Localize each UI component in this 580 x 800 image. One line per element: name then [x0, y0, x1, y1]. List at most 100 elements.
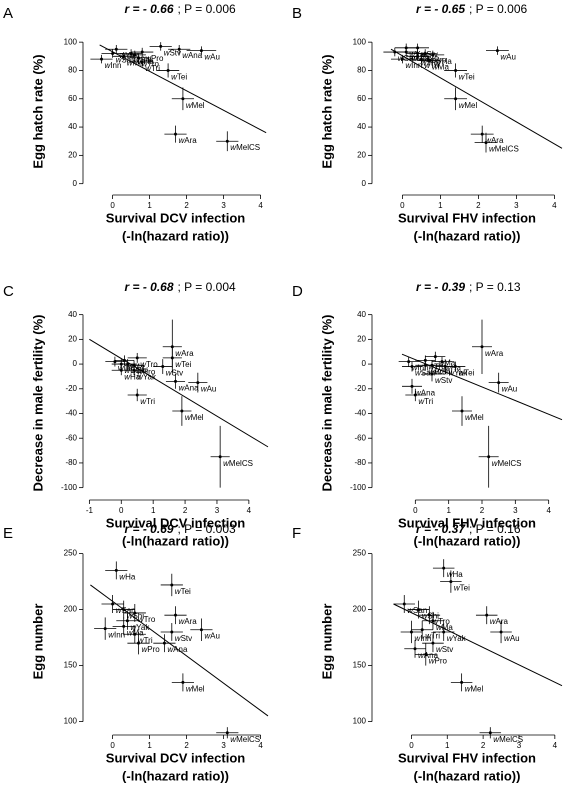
panel-title-p: ; P = 0.004 [178, 280, 236, 294]
point-label: wInn [105, 61, 122, 70]
point [135, 356, 139, 360]
point [129, 51, 133, 55]
point [409, 630, 413, 634]
point-label: wMelCS [230, 735, 260, 744]
y-tick-label: -20 [354, 384, 366, 393]
y-tick-label: 0 [73, 179, 78, 188]
point [417, 608, 421, 612]
point-label: wPro [137, 367, 156, 376]
x-axis-label: Survival DCV infection [106, 750, 245, 765]
point [100, 57, 103, 61]
fit-line [393, 603, 563, 687]
point [170, 583, 174, 587]
point [133, 53, 137, 57]
point-label: wAu [204, 632, 220, 641]
y-tick-label: -60 [65, 433, 77, 442]
fit-line [89, 338, 269, 448]
point-label: wShi [127, 612, 145, 621]
x-tick-label: 4 [247, 506, 252, 515]
point-label: wAra [175, 349, 194, 358]
point [454, 97, 458, 101]
panel-title-p: ; P = 0.006 [178, 2, 236, 16]
x-tick-label: -1 [86, 506, 94, 515]
point [122, 54, 126, 58]
point-label: wStv [164, 49, 181, 58]
point [161, 365, 165, 369]
y-tick-label: -20 [65, 384, 77, 393]
x-tick-label: 1 [446, 506, 451, 515]
x-axis-label: Survival FHV infection [398, 515, 536, 530]
point [413, 647, 417, 651]
x-axis-label: (-ln(hazard ratio)) [414, 228, 521, 243]
y-tick-label: 40 [68, 122, 77, 131]
x-axis-label: Survival FHV infection [398, 210, 536, 225]
point [487, 455, 491, 459]
point-label: wHa [124, 372, 141, 381]
point [103, 627, 107, 631]
point [431, 641, 435, 645]
point-label: wTro [421, 58, 439, 67]
point [140, 50, 144, 54]
fit-line [390, 48, 563, 149]
point [480, 132, 484, 136]
y-axis-label: Egg hatch rate (%) [30, 54, 45, 168]
point-label: wInn [108, 631, 125, 640]
point [162, 641, 166, 645]
point [199, 628, 203, 632]
y-axis-label: Decrease in male fertility (%) [30, 314, 45, 491]
point-label: wYak [137, 372, 157, 381]
x-tick-label: 4 [553, 741, 558, 750]
y-tick-label: 250 [64, 549, 78, 558]
point [174, 132, 177, 136]
point-label: wMel [185, 413, 204, 422]
y-tick-label: 40 [357, 310, 366, 319]
x-tick-label: 0 [110, 741, 115, 750]
x-tick-label: 4 [552, 201, 557, 210]
point [440, 360, 444, 364]
point [181, 680, 185, 684]
point [488, 731, 492, 735]
point-label: wYak [130, 623, 150, 632]
x-tick-label: 1 [151, 506, 156, 515]
y-tick-label: 60 [68, 94, 77, 103]
point [218, 455, 222, 459]
point [484, 141, 488, 145]
point-label: wTei [175, 360, 191, 369]
y-tick-label: -100 [61, 483, 78, 492]
panel-title-r: r = - 0.69 [124, 522, 173, 536]
point [159, 44, 163, 48]
point [442, 566, 446, 570]
y-tick-label: 20 [357, 334, 366, 343]
point-label: wInn [414, 634, 431, 643]
point-label: wTei [454, 584, 470, 593]
point [132, 368, 136, 372]
y-tick-label: 100 [64, 717, 78, 726]
x-tick-label: 0 [400, 201, 405, 210]
x-tick-label: 4 [258, 201, 263, 210]
x-tick-label: 1 [445, 741, 450, 750]
point [427, 59, 431, 63]
x-tick-label: 2 [481, 741, 486, 750]
x-tick-label: 1 [438, 201, 443, 210]
point [114, 568, 118, 572]
x-axis-label: (-ln(hazard ratio)) [414, 533, 521, 548]
point-label: wSan [407, 606, 427, 615]
point [174, 613, 177, 617]
point [177, 47, 181, 51]
y-tick-label: 100 [64, 37, 78, 46]
point-label: wAra [179, 617, 198, 626]
x-tick-label: 3 [215, 506, 220, 515]
point-label: wMelCS [223, 459, 253, 468]
point-label: wAra [485, 349, 504, 358]
x-tick-label: 4 [546, 506, 551, 515]
point-label: wAu [500, 53, 516, 62]
y-tick-label: 20 [357, 150, 366, 159]
point-label: wHa [447, 570, 464, 579]
point [419, 57, 423, 61]
panel-title-p: ; P = 0.13 [469, 280, 521, 294]
